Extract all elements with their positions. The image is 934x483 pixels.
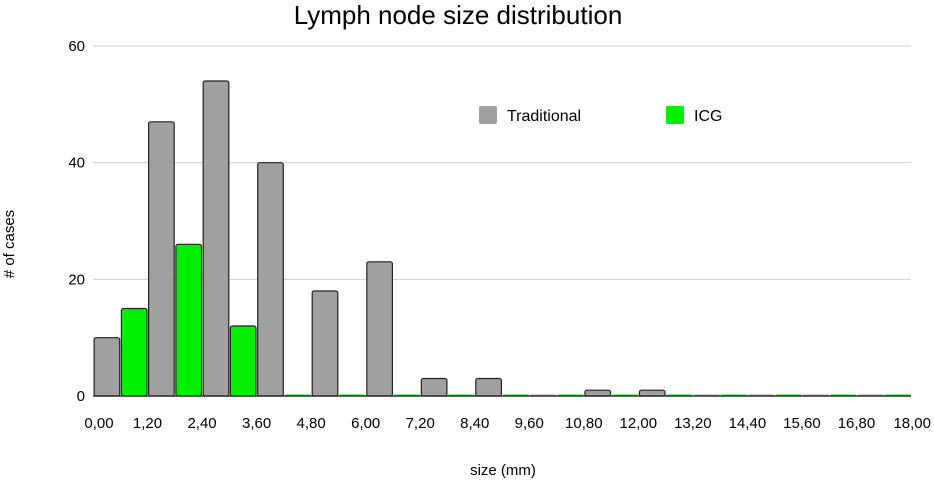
bar-traditional [257, 162, 284, 397]
bar-traditional [93, 337, 121, 397]
y-tick-label: 0 [77, 388, 85, 405]
legend: Traditional ICG [479, 106, 722, 125]
y-axis-label: # of cases [1, 210, 18, 278]
x-tick-label: 10,80 [565, 415, 603, 432]
x-tick-label: 6,00 [351, 415, 380, 432]
bar-traditional [202, 80, 230, 397]
y-tick-label: 60 [68, 38, 85, 55]
x-tick-label: 9,60 [515, 415, 544, 432]
x-axis-label: size (mm) [470, 462, 536, 479]
x-tick-label: 3,60 [242, 415, 271, 432]
x-tick-label: 8,40 [460, 415, 489, 432]
x-tick-label: 18,00 [893, 415, 931, 432]
bar-icg [120, 307, 148, 397]
legend-swatch-traditional [479, 106, 497, 124]
y-tick-label: 40 [68, 155, 85, 172]
x-tick-label: 13,20 [674, 415, 712, 432]
bar-traditional [420, 377, 448, 397]
x-tick-label: 15,60 [783, 415, 821, 432]
x-tick-label: 0,00 [84, 415, 113, 432]
bar-traditional [584, 389, 612, 397]
bar-traditional [366, 261, 393, 397]
y-axis-ticks: 0 20 40 60 [68, 38, 85, 405]
x-tick-label: 14,40 [729, 415, 767, 432]
bars [93, 80, 911, 397]
x-axis-ticks: 0,00 1,20 2,40 3,60 4,80 6,00 7,20 8,40 9,60 10,8… [84, 415, 931, 432]
legend-swatch-icg [666, 106, 684, 124]
chart-title: Lymph node size distribution [294, 0, 623, 30]
bar-traditional [311, 290, 339, 397]
x-tick-label: 16,80 [838, 415, 876, 432]
legend-label-traditional: Traditional [507, 108, 581, 125]
bar-traditional [638, 389, 666, 397]
bar-icg [175, 243, 203, 397]
bar-traditional [475, 377, 502, 397]
y-tick-label: 20 [68, 271, 85, 288]
x-tick-label: 12,00 [620, 415, 658, 432]
x-tick-label: 7,20 [406, 415, 435, 432]
legend-label-icg: ICG [694, 108, 722, 125]
x-tick-label: 1,20 [133, 415, 162, 432]
bar-icg [229, 325, 257, 397]
x-tick-label: 4,80 [297, 415, 326, 432]
x-tick-label: 2,40 [187, 415, 216, 432]
bar-traditional [148, 121, 175, 397]
